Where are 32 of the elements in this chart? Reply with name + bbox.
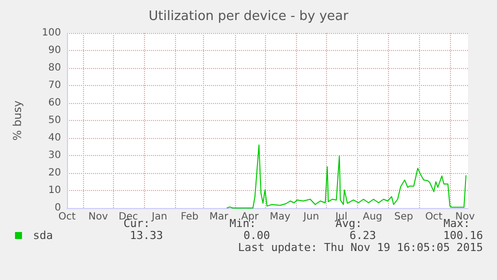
x-tick-label: Jul (334, 212, 348, 222)
y-tick-label: 40 (48, 132, 61, 144)
y-tick-label: 80 (48, 62, 61, 74)
y-tick-label: 20 (48, 168, 61, 178)
text: 100.16 (443, 229, 483, 242)
x-tick-label: Feb (180, 212, 198, 222)
x-tick-label: Nov (88, 212, 108, 222)
y-tick-label: 60 (48, 98, 61, 108)
text: 0.00 (244, 229, 270, 242)
y-tick-label: 70 (48, 80, 61, 91)
y-tick-label: 100 (42, 28, 61, 38)
y-axis-title: % busy (11, 100, 24, 141)
text: 13.33 (130, 229, 163, 242)
text: 6.23 (350, 229, 376, 242)
y-tick-label: 90 (48, 45, 61, 56)
legend-label: sda (33, 229, 53, 242)
x-tick-label: Mar (209, 212, 230, 222)
text: Last update: Thu Nov 19 16:05:05 2015 (238, 241, 483, 254)
y-tick-label: 10 (48, 185, 61, 196)
x-tick-label: May (270, 212, 290, 222)
x-tick-label: Aug (362, 212, 382, 222)
x-tick-label: Oct (58, 212, 76, 222)
x-tick-label: Oct (425, 212, 443, 222)
chart-title: Utilization per device - by year (148, 9, 350, 24)
line-series (226, 144, 466, 208)
x-tick-label: Nov (455, 212, 475, 222)
y-tick-label: 50 (48, 115, 61, 126)
x-tick-label: Sep (394, 212, 414, 222)
x-tick-label: Jan (150, 212, 168, 222)
y-tick-label: 0 (54, 202, 61, 214)
y-tick-label: 30 (48, 150, 61, 161)
x-tick-label: Jun (302, 212, 320, 222)
